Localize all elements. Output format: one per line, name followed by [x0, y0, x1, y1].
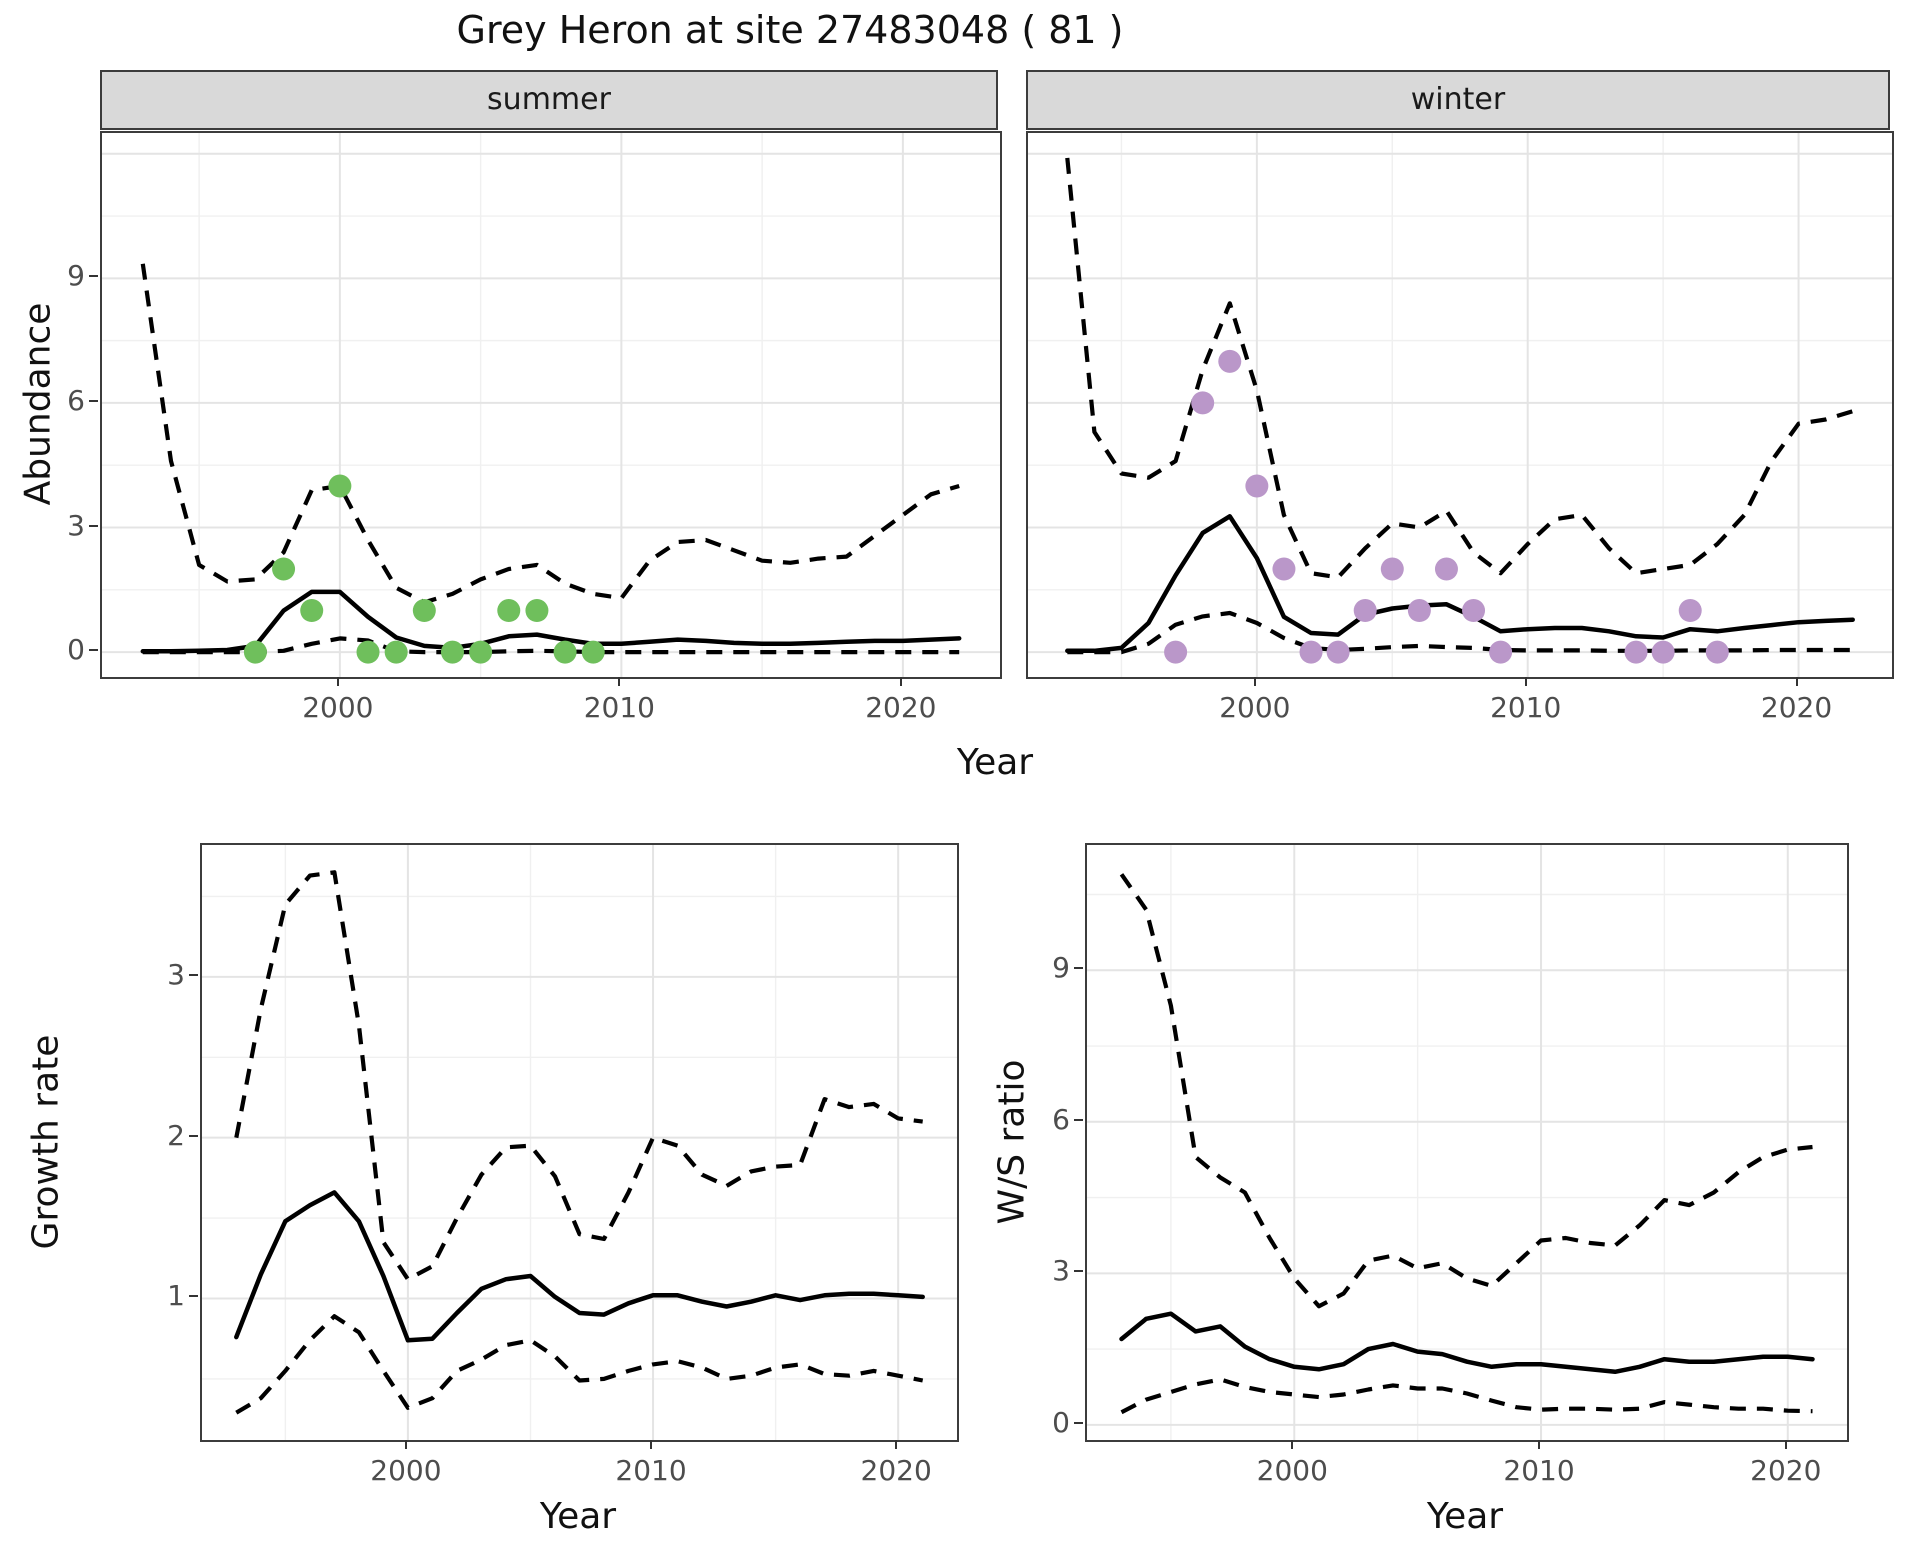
x-tick-mark: [618, 677, 621, 686]
axis-title-year-bottom-left: Year: [539, 1496, 617, 1537]
x-tick-label: 2010: [615, 1454, 687, 1487]
y-tick-mark: [1074, 1270, 1083, 1273]
x-tick-label: 2000: [1219, 691, 1291, 724]
y-tick-mark: [189, 973, 198, 976]
abundance-winter-plot: [1028, 133, 1892, 677]
y-tick-label: 6: [67, 383, 85, 417]
abundance-summer-plot: [102, 133, 1000, 677]
ws-ratio-plot: [1087, 845, 1847, 1440]
growth-rate-plot: [202, 845, 957, 1440]
x-tick-mark: [650, 1440, 653, 1449]
y-tick-label: 9: [1052, 951, 1070, 985]
x-tick-mark: [1538, 1440, 1541, 1449]
y-tick-label: 1: [167, 1279, 185, 1313]
x-tick-mark: [1253, 677, 1256, 686]
x-tick-label: 2010: [1490, 691, 1562, 724]
y-tick-mark: [189, 1295, 198, 1298]
panel-ws-ratio: [1085, 843, 1849, 1442]
x-tick-label: 2000: [302, 691, 374, 724]
x-tick-mark: [1524, 677, 1527, 686]
y-tick-mark: [89, 524, 98, 527]
axis-title-ws-ratio: W/S ratio: [991, 1059, 1033, 1225]
y-tick-mark: [1074, 967, 1083, 970]
y-tick-mark: [189, 1134, 198, 1137]
y-tick-mark: [1074, 1118, 1083, 1121]
x-tick-mark: [336, 677, 339, 686]
axis-title-growth-rate: Growth rate: [25, 1034, 67, 1250]
y-tick-label: 0: [1052, 1405, 1070, 1439]
x-tick-mark: [1291, 1440, 1294, 1449]
x-tick-label: 2000: [1256, 1454, 1328, 1487]
x-tick-mark: [1784, 1440, 1787, 1449]
y-tick-label: 3: [1052, 1254, 1070, 1288]
panel-growth-rate: [200, 843, 959, 1442]
x-tick-mark: [895, 1440, 898, 1449]
x-tick-label: 2020: [1760, 691, 1833, 724]
facet-strip-summer: summer: [100, 70, 998, 130]
y-tick-mark: [1074, 1421, 1083, 1424]
y-tick-label: 3: [167, 957, 185, 991]
facet-strip-winter: winter: [1026, 70, 1890, 130]
y-tick-label: 6: [1052, 1102, 1070, 1136]
page-title: Grey Heron at site 27483048 ( 81 ): [456, 8, 1124, 52]
panel-abundance-summer: [100, 131, 1002, 679]
x-tick-label: 2020: [865, 691, 937, 724]
y-tick-mark: [89, 275, 98, 278]
x-tick-label: 2000: [370, 1454, 442, 1487]
axis-title-year-bottom-right: Year: [1426, 1496, 1504, 1537]
axis-title-year-top: Year: [956, 742, 1034, 783]
x-tick-mark: [899, 677, 902, 686]
panel-abundance-winter: [1026, 131, 1894, 679]
y-tick-label: 0: [67, 633, 85, 667]
x-tick-mark: [1795, 677, 1798, 686]
y-tick-mark: [89, 649, 98, 652]
x-tick-mark: [404, 1440, 407, 1449]
y-tick-label: 3: [67, 508, 85, 542]
x-tick-label: 2020: [860, 1454, 932, 1487]
x-tick-label: 2010: [583, 691, 655, 724]
y-tick-label: 2: [167, 1118, 185, 1152]
y-tick-label: 9: [67, 259, 85, 293]
x-tick-label: 2010: [1503, 1454, 1575, 1487]
x-tick-label: 2020: [1750, 1454, 1822, 1487]
y-tick-mark: [89, 399, 98, 402]
